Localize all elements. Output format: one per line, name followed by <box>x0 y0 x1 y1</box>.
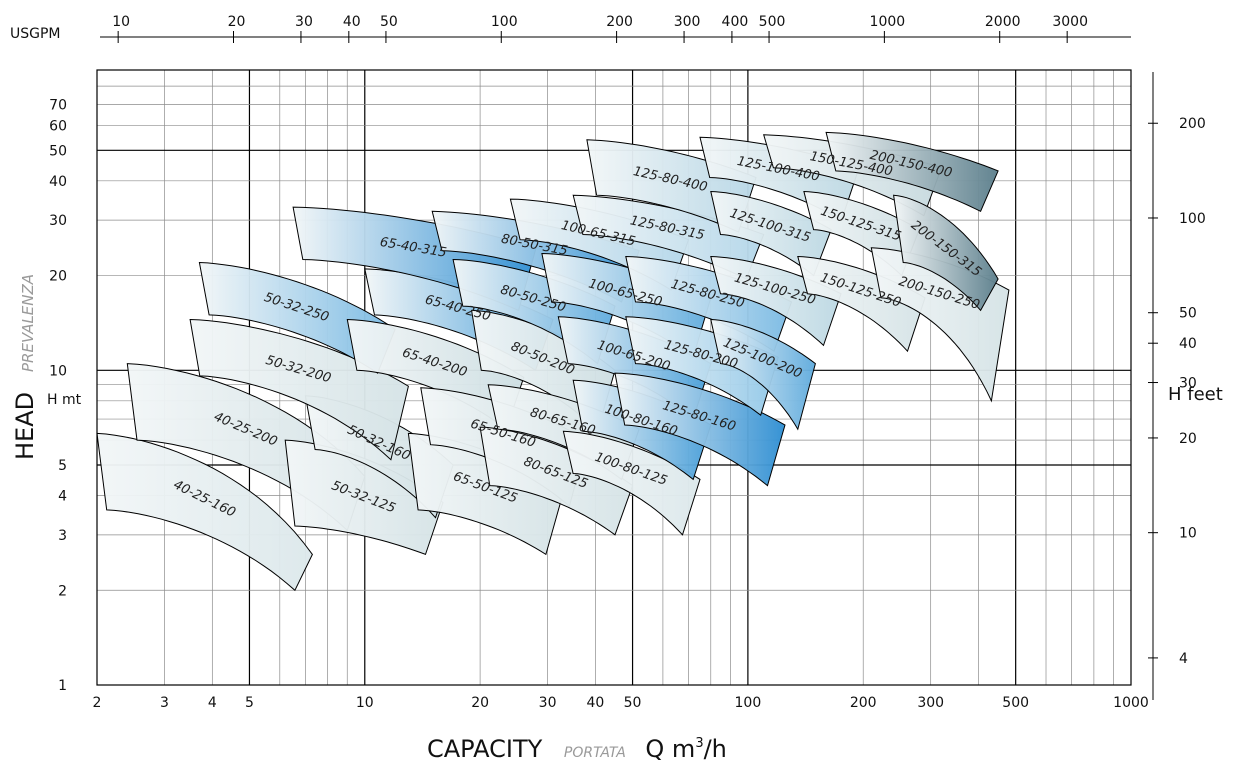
y-tick-label: 1 <box>58 678 67 694</box>
y-tick-label: 30 <box>49 213 67 229</box>
top-tick-label: 3000 <box>1052 14 1088 30</box>
pump-band-50-32-200 <box>189 318 409 461</box>
top-tick-label: 200 <box>606 14 633 30</box>
top-tick-label: 500 <box>759 14 786 30</box>
right-feet-axis: 4 10 20 30 40 50 100 200 <box>1148 72 1206 700</box>
x-tick-label: 10 <box>356 695 374 711</box>
axis-tick-labels: 2 3 4 5 10 20 30 40 50 100 200 300 500 1000 1 2 3 4 5 10 20 3… <box>49 97 1149 711</box>
x-tick-label: 500 <box>1002 695 1029 711</box>
y-axis-title-italic: PREVALENZA <box>19 274 37 372</box>
x-axis-unit: Q m <box>645 735 695 763</box>
top-tick-label: 10 <box>112 14 130 30</box>
right-tick-label: 20 <box>1179 431 1197 447</box>
pump-band-125-80-160 <box>614 372 786 487</box>
pump-band-100-80-125 <box>562 430 701 536</box>
pump-bands <box>96 131 1010 592</box>
top-axis-title: USGPM <box>10 26 61 42</box>
y2-axis-title: H feet <box>1168 384 1223 405</box>
pump-band-200-150-315 <box>893 194 999 312</box>
y-tick-label: 40 <box>49 174 67 190</box>
top-tick-label: 40 <box>343 14 361 30</box>
y-tick-label: 2 <box>58 583 67 599</box>
y-axis-unit: H mt <box>47 392 82 408</box>
x-tick-label: 2 <box>93 695 102 711</box>
x-tick-label: 100 <box>735 695 762 711</box>
right-tick-label: 100 <box>1179 211 1206 227</box>
pump-band-200-150-400 <box>825 131 999 212</box>
right-tick-label: 10 <box>1179 526 1197 542</box>
x-axis-title: CAPACITY <box>427 735 543 763</box>
x-axis-unit-suffix: /h <box>704 735 727 763</box>
pump-band-50-32-250 <box>198 261 396 374</box>
right-tick-label: 200 <box>1179 116 1206 132</box>
y-tick-label: 60 <box>49 118 67 134</box>
right-tick-label: 50 <box>1179 306 1197 322</box>
top-tick-label: 100 <box>491 14 518 30</box>
pump-band-150-125-250 <box>797 255 926 353</box>
y-tick-label: 70 <box>49 97 67 113</box>
y-tick-label: 4 <box>58 489 67 505</box>
y-axis-title: HEAD <box>11 392 39 460</box>
top-tick-label: 50 <box>380 14 398 30</box>
x-tick-label: 200 <box>850 695 877 711</box>
top-tick-label: 20 <box>228 14 246 30</box>
pump-band-80-65-125 <box>479 426 634 536</box>
top-tick-label: 2000 <box>985 14 1021 30</box>
x-tick-label: 5 <box>245 695 254 711</box>
x-tick-label: 40 <box>587 695 605 711</box>
x-tick-label: 300 <box>917 695 944 711</box>
pump-band-40-25-160 <box>96 432 313 592</box>
y-tick-label: 10 <box>49 363 67 379</box>
x-tick-label: 1000 <box>1113 695 1149 711</box>
x-tick-label: 50 <box>624 695 642 711</box>
x-tick-label: 3 <box>160 695 169 711</box>
y-tick-label: 50 <box>49 143 67 159</box>
y-tick-label: 20 <box>49 269 67 285</box>
top-tick-label: 1000 <box>870 14 906 30</box>
right-tick-label: 4 <box>1179 651 1188 667</box>
y-tick-label: 5 <box>58 458 67 474</box>
top-tick-label: 300 <box>674 14 701 30</box>
top-usgpm-axis: 10 20 30 40 50 100 200 300 400 500 1000 2000 3000 <box>100 14 1131 43</box>
y-tick-label: 3 <box>58 528 67 544</box>
right-tick-label: 30 <box>1179 376 1197 392</box>
top-tick-label: 30 <box>295 14 313 30</box>
pump-band-125-100-250 <box>710 255 842 347</box>
x-tick-label: 20 <box>471 695 489 711</box>
x-axis-unit-superscript: 3 <box>695 736 703 751</box>
x-axis-title-group: CAPACITY PORTATA Q m3/h <box>427 735 727 763</box>
pump-band-125-100-200 <box>710 318 816 431</box>
right-tick-label: 40 <box>1179 336 1197 352</box>
x-tick-label: 4 <box>208 695 217 711</box>
plot-frame <box>96 69 1132 686</box>
x-tick-label: 30 <box>539 695 557 711</box>
top-tick-label: 400 <box>722 14 749 30</box>
x-axis-title-italic: PORTATA <box>564 745 626 761</box>
